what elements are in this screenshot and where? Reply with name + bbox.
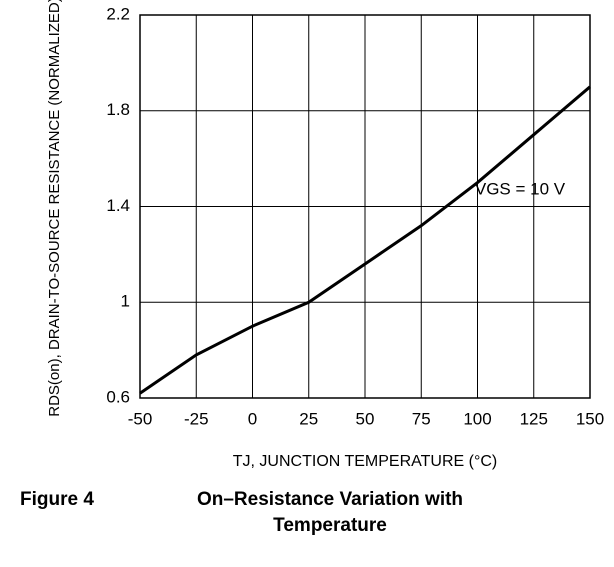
x-tick-label: -25: [184, 409, 209, 428]
y-tick-label: 1: [121, 292, 130, 311]
y-tick-label: 0.6: [106, 387, 130, 406]
x-tick-label: 125: [520, 409, 548, 428]
y-tick-label: 1.4: [106, 196, 130, 215]
data-line: [139, 85, 591, 395]
x-axis-label: TJ, JUNCTION TEMPERATURE (°C): [233, 453, 497, 470]
x-tick-label: 100: [463, 409, 491, 428]
x-tick-label: 75: [412, 409, 431, 428]
figure-label: Figure 4: [20, 489, 94, 510]
plot-frame: [139, 14, 591, 399]
y-tick-label: 2.2: [106, 4, 130, 23]
title-line: Temperature: [273, 515, 387, 536]
x-tick-label: -50: [128, 409, 153, 428]
y-axis-label: RDS(on), DRAIN-TO-SOURCE RESISTANCE (NOR…: [46, 0, 63, 417]
annotation: VGS = 10 V: [475, 179, 566, 198]
title-line: On–Resistance Variation with: [197, 489, 463, 510]
x-tick-label: 50: [356, 409, 375, 428]
x-tick-label: 25: [299, 409, 318, 428]
x-tick-label: 0: [248, 409, 257, 428]
x-tick-label: 150: [576, 409, 604, 428]
y-tick-label: 1.8: [106, 100, 130, 119]
